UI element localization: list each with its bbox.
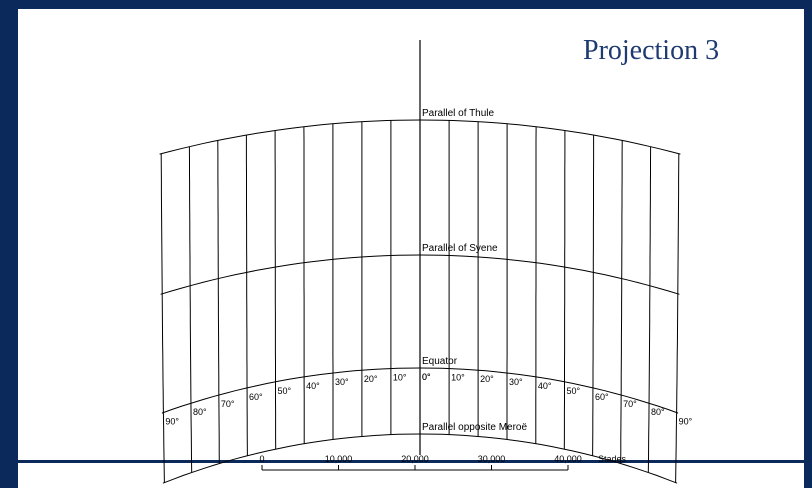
- meridian-label-east-7: 70°: [623, 399, 637, 409]
- scale-tick-label: 40,000: [554, 454, 582, 464]
- scale-tick-label: 30,000: [478, 454, 506, 464]
- frame-right-bar: [804, 0, 812, 488]
- meridian-line: [563, 130, 566, 450]
- scale-tick-label: 0: [259, 454, 264, 464]
- meridian-line: [647, 146, 652, 473]
- meridian-label-east-8: 80°: [651, 407, 665, 417]
- parallel-thule-label: Parallel of Thule: [422, 108, 495, 119]
- meridian-label-west-1: 10°: [393, 373, 407, 383]
- meridian-label-east-3: 30°: [509, 377, 523, 387]
- parallel-syene-label: Parallel of Syene: [422, 243, 498, 254]
- meridian-label-west-8: 80°: [193, 407, 207, 417]
- scale-unit-label: Stades: [598, 454, 627, 464]
- frame-bottom-inner: [18, 463, 804, 488]
- frame-left-bar: [0, 0, 18, 488]
- meridian-label-west-3: 30°: [335, 377, 349, 387]
- meridian-line: [675, 153, 680, 483]
- meridian-line: [245, 135, 248, 456]
- slide-title: Projection 3: [583, 35, 720, 66]
- meridian-label-west-2: 20°: [364, 374, 378, 384]
- meridian-label-west-6: 60°: [249, 392, 263, 402]
- meridian-line: [274, 130, 277, 450]
- graticule: [159, 40, 681, 484]
- meridian-label-east-6: 60°: [595, 392, 609, 402]
- parallel-meroe-label: Parallel opposite Meroë: [422, 422, 527, 433]
- meridian-label-west-4: 40°: [306, 381, 320, 391]
- meridian-label-east-9: 90°: [679, 416, 693, 426]
- meridian-label-east-0: 0°: [422, 372, 431, 382]
- meridian-label-east-2: 20°: [480, 374, 494, 384]
- meridian-line: [217, 140, 220, 464]
- meridian-line: [160, 153, 165, 483]
- meridian-label-west-9: 90°: [165, 416, 179, 426]
- scale-bar: 0 10,000 20,000 30,000 40,000 Stades: [259, 454, 627, 471]
- meridian-label-west-5: 50°: [277, 386, 291, 396]
- meridian-label-west-0: 0°: [422, 372, 431, 382]
- meridian-label-east-4: 40°: [538, 381, 552, 391]
- frame-top-bar: [0, 0, 812, 9]
- meridian-label-east-1: 10°: [451, 373, 465, 383]
- graticule-labels: Parallel of Thule Parallel of Syene Equato…: [165, 108, 692, 433]
- scale-tick-label: 20,000: [401, 454, 429, 464]
- meridian-line: [592, 135, 595, 456]
- meridian-line: [620, 140, 623, 464]
- scale-tick-label: 10,000: [325, 454, 353, 464]
- meridian-label-east-5: 50°: [567, 386, 581, 396]
- meridian-label-west-7: 70°: [221, 399, 235, 409]
- meridian-line: [188, 146, 193, 473]
- equator-label: Equator: [422, 356, 458, 367]
